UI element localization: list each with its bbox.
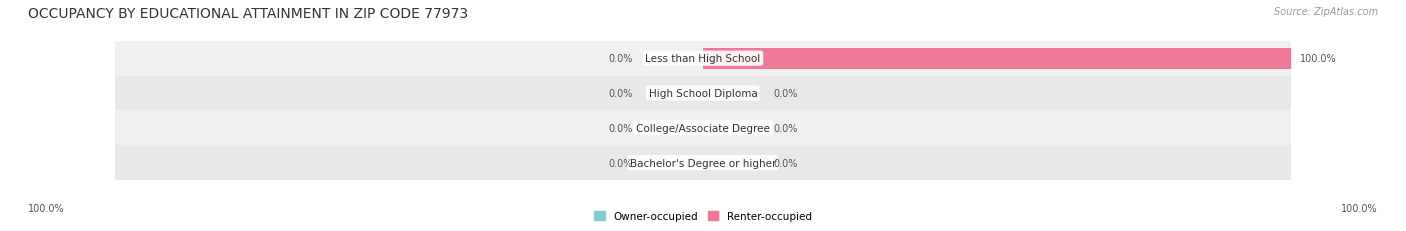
Text: 100.0%: 100.0% [1341,203,1378,213]
Text: 0.0%: 0.0% [773,158,799,168]
Bar [115,111,1291,146]
Text: 100.0%: 100.0% [1299,54,1337,64]
Bar [115,76,1291,111]
Text: High School Diploma: High School Diploma [648,88,758,99]
Bar [703,49,1291,69]
Text: 0.0%: 0.0% [607,54,633,64]
Bar [115,146,1291,180]
Text: Source: ZipAtlas.com: Source: ZipAtlas.com [1274,7,1378,17]
Legend: Owner-occupied, Renter-occupied: Owner-occupied, Renter-occupied [595,211,811,221]
Text: 0.0%: 0.0% [607,158,633,168]
Text: College/Associate Degree: College/Associate Degree [636,123,770,133]
Text: 100.0%: 100.0% [28,203,65,213]
Text: 0.0%: 0.0% [773,88,799,99]
Text: OCCUPANCY BY EDUCATIONAL ATTAINMENT IN ZIP CODE 77973: OCCUPANCY BY EDUCATIONAL ATTAINMENT IN Z… [28,7,468,21]
Bar [115,42,1291,76]
Text: Less than High School: Less than High School [645,54,761,64]
Text: 0.0%: 0.0% [607,123,633,133]
Text: 0.0%: 0.0% [607,88,633,99]
Text: 0.0%: 0.0% [773,123,799,133]
Text: Bachelor's Degree or higher: Bachelor's Degree or higher [630,158,776,168]
